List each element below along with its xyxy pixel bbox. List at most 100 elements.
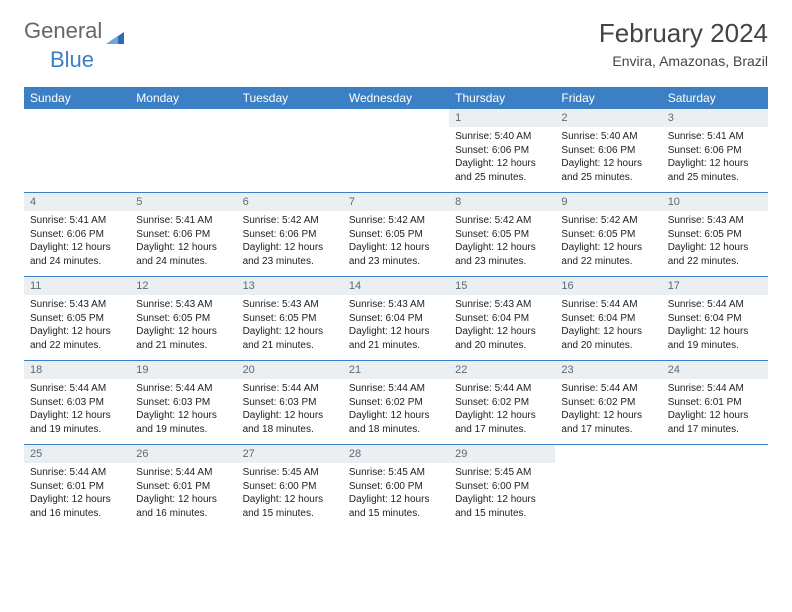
sunrise-text: Sunrise: 5:44 AM <box>455 382 549 396</box>
day-detail-cell: Sunrise: 5:44 AMSunset: 6:03 PMDaylight:… <box>237 379 343 445</box>
day-detail-cell: Sunrise: 5:41 AMSunset: 6:06 PMDaylight:… <box>24 211 130 277</box>
day-number-cell: 17 <box>662 277 768 296</box>
daylight-text: Daylight: 12 hours and 18 minutes. <box>349 409 443 436</box>
day-number-cell: 27 <box>237 445 343 464</box>
brand-part2: Blue <box>50 47 94 73</box>
day-number-cell: 16 <box>555 277 661 296</box>
sunrise-text: Sunrise: 5:43 AM <box>349 298 443 312</box>
day-number-cell <box>237 109 343 127</box>
day-number-cell <box>343 109 449 127</box>
day-detail-cell: Sunrise: 5:41 AMSunset: 6:06 PMDaylight:… <box>662 127 768 193</box>
sunrise-text: Sunrise: 5:44 AM <box>30 466 124 480</box>
day-number-cell: 10 <box>662 193 768 212</box>
day-detail-cell: Sunrise: 5:44 AMSunset: 6:03 PMDaylight:… <box>130 379 236 445</box>
day-number-cell: 21 <box>343 361 449 380</box>
sunset-text: Sunset: 6:03 PM <box>136 396 230 410</box>
day-number-cell: 14 <box>343 277 449 296</box>
sunset-text: Sunset: 6:00 PM <box>349 480 443 494</box>
day-detail-cell: Sunrise: 5:44 AMSunset: 6:03 PMDaylight:… <box>24 379 130 445</box>
sunset-text: Sunset: 6:06 PM <box>668 144 762 158</box>
sunset-text: Sunset: 6:05 PM <box>136 312 230 326</box>
sunset-text: Sunset: 6:06 PM <box>455 144 549 158</box>
day-number-cell <box>130 109 236 127</box>
daylight-text: Daylight: 12 hours and 22 minutes. <box>561 241 655 268</box>
day-detail-cell: Sunrise: 5:44 AMSunset: 6:04 PMDaylight:… <box>555 295 661 361</box>
day-detail-cell: Sunrise: 5:44 AMSunset: 6:01 PMDaylight:… <box>130 463 236 528</box>
day-detail-cell: Sunrise: 5:45 AMSunset: 6:00 PMDaylight:… <box>449 463 555 528</box>
day-number-cell: 20 <box>237 361 343 380</box>
sunset-text: Sunset: 6:06 PM <box>136 228 230 242</box>
day-detail-cell <box>24 127 130 193</box>
daylight-text: Daylight: 12 hours and 22 minutes. <box>668 241 762 268</box>
sunset-text: Sunset: 6:04 PM <box>561 312 655 326</box>
sunset-text: Sunset: 6:05 PM <box>30 312 124 326</box>
daylight-text: Daylight: 12 hours and 23 minutes. <box>349 241 443 268</box>
daylight-text: Daylight: 12 hours and 25 minutes. <box>455 157 549 184</box>
day-detail-cell: Sunrise: 5:45 AMSunset: 6:00 PMDaylight:… <box>343 463 449 528</box>
daylight-text: Daylight: 12 hours and 24 minutes. <box>136 241 230 268</box>
daylight-text: Daylight: 12 hours and 17 minutes. <box>668 409 762 436</box>
sunrise-text: Sunrise: 5:45 AM <box>243 466 337 480</box>
sunset-text: Sunset: 6:03 PM <box>30 396 124 410</box>
day-number-cell: 23 <box>555 361 661 380</box>
daylight-text: Daylight: 12 hours and 15 minutes. <box>349 493 443 520</box>
sunset-text: Sunset: 6:00 PM <box>243 480 337 494</box>
sunrise-text: Sunrise: 5:42 AM <box>561 214 655 228</box>
daylight-text: Daylight: 12 hours and 19 minutes. <box>136 409 230 436</box>
weekday-header: Friday <box>555 87 661 109</box>
day-number-cell: 5 <box>130 193 236 212</box>
day-detail-row: Sunrise: 5:43 AMSunset: 6:05 PMDaylight:… <box>24 295 768 361</box>
day-detail-cell <box>343 127 449 193</box>
day-number-cell: 19 <box>130 361 236 380</box>
day-detail-cell: Sunrise: 5:40 AMSunset: 6:06 PMDaylight:… <box>449 127 555 193</box>
daylight-text: Daylight: 12 hours and 20 minutes. <box>455 325 549 352</box>
sunset-text: Sunset: 6:01 PM <box>136 480 230 494</box>
weekday-header: Sunday <box>24 87 130 109</box>
sunrise-text: Sunrise: 5:45 AM <box>455 466 549 480</box>
day-detail-cell: Sunrise: 5:44 AMSunset: 6:01 PMDaylight:… <box>662 379 768 445</box>
day-detail-cell <box>555 463 661 528</box>
day-detail-cell: Sunrise: 5:42 AMSunset: 6:06 PMDaylight:… <box>237 211 343 277</box>
day-detail-row: Sunrise: 5:44 AMSunset: 6:03 PMDaylight:… <box>24 379 768 445</box>
day-detail-cell <box>130 127 236 193</box>
sunset-text: Sunset: 6:05 PM <box>455 228 549 242</box>
sunrise-text: Sunrise: 5:44 AM <box>349 382 443 396</box>
sunrise-text: Sunrise: 5:42 AM <box>349 214 443 228</box>
sunrise-text: Sunrise: 5:40 AM <box>561 130 655 144</box>
daylight-text: Daylight: 12 hours and 15 minutes. <box>243 493 337 520</box>
daylight-text: Daylight: 12 hours and 16 minutes. <box>30 493 124 520</box>
day-detail-cell: Sunrise: 5:40 AMSunset: 6:06 PMDaylight:… <box>555 127 661 193</box>
daylight-text: Daylight: 12 hours and 19 minutes. <box>30 409 124 436</box>
sunrise-text: Sunrise: 5:44 AM <box>243 382 337 396</box>
day-number-cell: 26 <box>130 445 236 464</box>
sunrise-text: Sunrise: 5:43 AM <box>668 214 762 228</box>
sunrise-text: Sunrise: 5:42 AM <box>243 214 337 228</box>
day-detail-cell: Sunrise: 5:44 AMSunset: 6:01 PMDaylight:… <box>24 463 130 528</box>
month-title: February 2024 <box>599 18 768 49</box>
sunset-text: Sunset: 6:05 PM <box>561 228 655 242</box>
day-number-cell: 22 <box>449 361 555 380</box>
daylight-text: Daylight: 12 hours and 21 minutes. <box>243 325 337 352</box>
daylight-text: Daylight: 12 hours and 18 minutes. <box>243 409 337 436</box>
sunrise-text: Sunrise: 5:44 AM <box>561 382 655 396</box>
sunset-text: Sunset: 6:06 PM <box>561 144 655 158</box>
sunset-text: Sunset: 6:04 PM <box>455 312 549 326</box>
sunrise-text: Sunrise: 5:44 AM <box>668 382 762 396</box>
weekday-header: Monday <box>130 87 236 109</box>
day-number-row: 11121314151617 <box>24 277 768 296</box>
brand-part1: General <box>24 18 102 44</box>
calendar-table: Sunday Monday Tuesday Wednesday Thursday… <box>24 87 768 528</box>
day-detail-cell: Sunrise: 5:44 AMSunset: 6:02 PMDaylight:… <box>449 379 555 445</box>
sunset-text: Sunset: 6:05 PM <box>668 228 762 242</box>
daylight-text: Daylight: 12 hours and 17 minutes. <box>561 409 655 436</box>
sunset-text: Sunset: 6:05 PM <box>349 228 443 242</box>
day-detail-cell <box>662 463 768 528</box>
day-detail-cell: Sunrise: 5:43 AMSunset: 6:05 PMDaylight:… <box>24 295 130 361</box>
sunset-text: Sunset: 6:05 PM <box>243 312 337 326</box>
daylight-text: Daylight: 12 hours and 24 minutes. <box>30 241 124 268</box>
day-detail-cell: Sunrise: 5:43 AMSunset: 6:04 PMDaylight:… <box>343 295 449 361</box>
daylight-text: Daylight: 12 hours and 25 minutes. <box>668 157 762 184</box>
weekday-header: Thursday <box>449 87 555 109</box>
day-number-cell <box>555 445 661 464</box>
day-detail-row: Sunrise: 5:41 AMSunset: 6:06 PMDaylight:… <box>24 211 768 277</box>
